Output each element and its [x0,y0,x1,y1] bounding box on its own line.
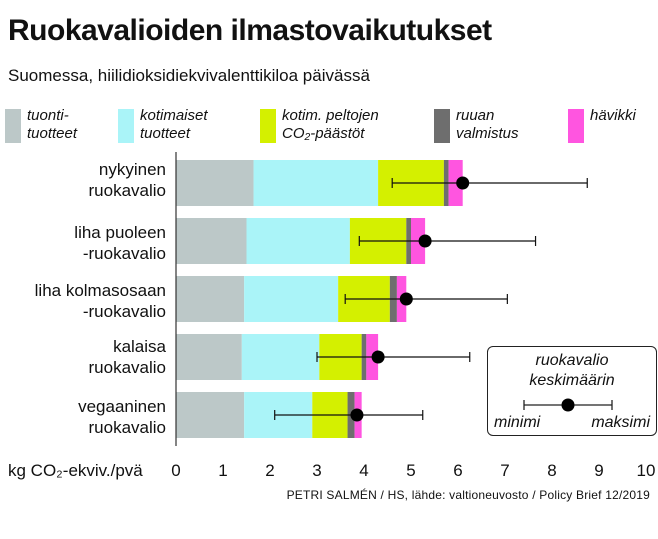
chart-subtitle: Suomessa, hiilidioksidiekvivalenttikiloa… [8,66,370,85]
legend-label: tuonti- tuotteet [27,107,78,142]
key-max-label: maksimi [591,414,650,431]
x-tick-label: 3 [312,461,321,480]
legend-swatch [568,109,584,143]
bar-segment [176,218,247,264]
key-min-label: minimi [494,414,541,431]
key-errorbar-sample [523,398,613,412]
x-tick-label: 0 [171,461,180,480]
x-tick-label: 5 [406,461,415,480]
x-tick-label: 4 [359,461,368,480]
average-marker [371,350,385,364]
bar-segment [176,392,245,438]
average-marker [350,408,364,422]
bar-segment [176,160,254,206]
bar-segment [253,160,379,206]
x-tick-label: 7 [500,461,509,480]
legend-swatch [118,109,134,143]
x-axis-label: kg CO₂-ekviv./pvä [8,461,143,480]
bar-segment [176,334,242,380]
x-tick-label: 10 [637,461,656,480]
average-marker [418,234,432,248]
category-label: nykyinen ruokavalio [88,160,167,200]
x-tick-label: 1 [218,461,227,480]
legend-swatch [5,109,21,143]
legend-swatch [434,109,450,143]
average-marker [456,176,470,190]
key-title: ruokavalio keskimäärin [529,352,615,389]
average-marker [399,292,413,306]
x-tick-label: 6 [453,461,462,480]
chart-key: ruokavalio keskimäärin minimi maksimi [487,346,657,436]
legend-label: kotim. peltojen CO₂-päästöt [282,107,379,142]
source-credit: PETRI SALMÉN / HS, lähde: valtioneuvosto… [286,488,650,502]
x-tick-label: 2 [265,461,274,480]
category-label: liha kolmasosaan -ruokavalio [34,281,166,321]
category-label: liha puoleen -ruokavalio [74,223,166,263]
category-label: kalaisa ruokavalio [88,337,167,377]
category-label: vegaaninen ruokavalio [78,397,166,437]
x-tick-label: 8 [547,461,556,480]
legend-label: hävikki [590,107,636,124]
x-tick-label: 9 [594,461,603,480]
bar-segment [246,218,350,264]
legend-swatch [260,109,276,143]
legend-label: ruuan valmistus [456,107,519,142]
bar-segment [241,334,320,380]
legend-label: kotimaiset tuotteet [140,107,208,142]
bar-segment [176,276,245,322]
bar-segment [244,276,339,322]
chart-title: Ruokavalioiden ilmastovaikutukset [8,14,492,47]
